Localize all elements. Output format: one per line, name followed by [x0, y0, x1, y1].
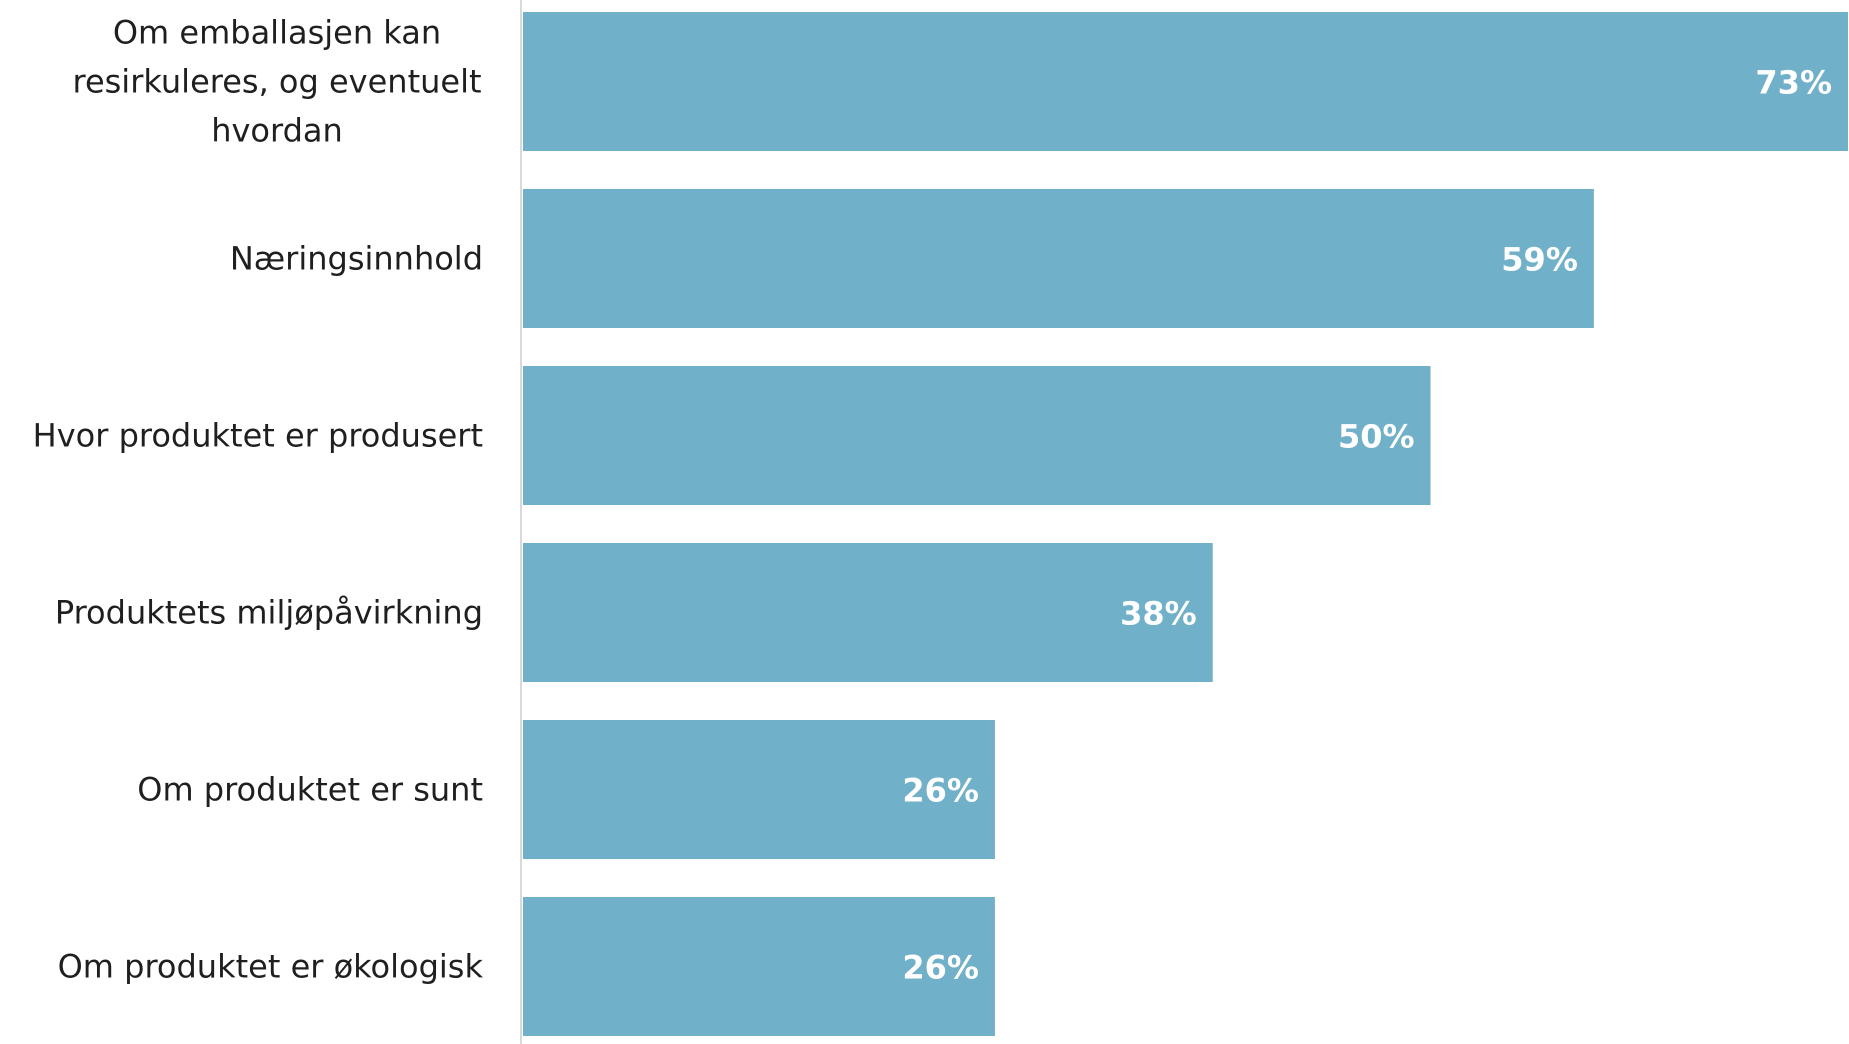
category-label-line: Om produktet er sunt [137, 771, 483, 809]
value-label-1: 73% [1755, 64, 1832, 102]
bars-group [523, 12, 1848, 1036]
value-label-2: 59% [1501, 241, 1578, 279]
category-label-2: Næringsinnhold [230, 240, 483, 278]
bar-6 [523, 897, 995, 1036]
category-label-6: Om produktet er økologisk [58, 948, 484, 986]
bar-1 [523, 12, 1848, 151]
category-label-line: Om produktet er økologisk [58, 948, 484, 986]
value-labels-group: 73% 59% 50% 38% 26% 26% [902, 64, 1832, 987]
bar-4 [523, 543, 1213, 682]
category-label-line: Næringsinnhold [230, 240, 483, 278]
category-label-line: hvordan [211, 112, 343, 150]
category-label-line: Om emballasjen kan [113, 14, 441, 52]
category-labels-group: Om emballasjen kan resirkuleres, og event… [33, 14, 484, 986]
bar-3 [523, 366, 1431, 505]
category-label-3: Hvor produktet er produsert [33, 417, 483, 455]
bar-2 [523, 189, 1594, 328]
bar-5 [523, 720, 995, 859]
value-label-4: 38% [1120, 595, 1197, 633]
category-label-4: Produktets miljøpåvirkning [55, 594, 483, 632]
value-label-3: 50% [1338, 418, 1415, 456]
category-label-line: resirkuleres, og eventuelt [72, 63, 481, 101]
value-label-5: 26% [902, 772, 979, 810]
category-label-line: Hvor produktet er produsert [33, 417, 483, 455]
value-label-6: 26% [902, 949, 979, 987]
category-label-5: Om produktet er sunt [137, 771, 483, 809]
category-label-line: Produktets miljøpåvirkning [55, 594, 483, 632]
category-label-1: Om emballasjen kan resirkuleres, og event… [72, 14, 481, 150]
